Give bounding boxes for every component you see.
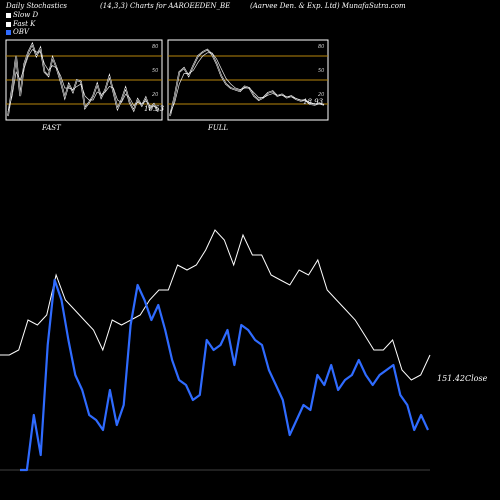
- close-last-value-label: 151.42Close: [437, 374, 488, 383]
- legend-label-fast-k: Fast K: [13, 20, 36, 28]
- fast-last-value-label: 10.53: [144, 105, 165, 113]
- fast-tick-label: 80: [152, 44, 158, 50]
- fast-panel-title: FAST: [41, 124, 62, 132]
- full-panel: 20 50 80 FULL 18.93: [167, 39, 329, 132]
- legend-swatch-fast-k: [6, 21, 11, 27]
- full-tick-label: 50: [318, 68, 324, 74]
- legend-slow-d: Slow D: [6, 11, 38, 19]
- main-chart: 151.42Close: [0, 229, 488, 472]
- legend-swatch-obv: [6, 29, 11, 35]
- legend-fast-k: Fast K: [6, 20, 35, 28]
- legend-swatch-slow-d: [6, 12, 11, 18]
- legend-label-slow-d: Slow D: [13, 11, 39, 19]
- fast-tick-label: 20: [152, 92, 158, 98]
- full-tick-label: 20: [318, 92, 324, 98]
- fast-panel: 20 50 80 FAST 10.53: [5, 39, 165, 132]
- full-fast-k-line-core: [169, 49, 325, 117]
- full-tick-label: 80: [318, 44, 324, 50]
- full-last-value-label: 18.93: [303, 98, 324, 106]
- legend-obv: OBV: [6, 28, 29, 36]
- header-left: Daily Stochastics: [6, 2, 68, 10]
- close-price-line: [0, 229, 431, 381]
- fast-slow-d-line: [7, 49, 159, 113]
- fast-tick-label: 50: [152, 68, 158, 74]
- obv-line: [20, 278, 429, 472]
- legend-label-obv: OBV: [13, 28, 29, 36]
- fast-fast-k-line-core: [7, 43, 159, 117]
- full-panel-title: FULL: [207, 124, 228, 132]
- header-center: (14,3,3) Charts for AAROEEDEN_BE: [100, 2, 231, 10]
- full-fast-k-line: [169, 48, 325, 117]
- header-right: (Aarvee Den. & Exp. Ltd) MunafaSutra.com: [250, 2, 406, 10]
- full-slow-d-line: [169, 52, 325, 114]
